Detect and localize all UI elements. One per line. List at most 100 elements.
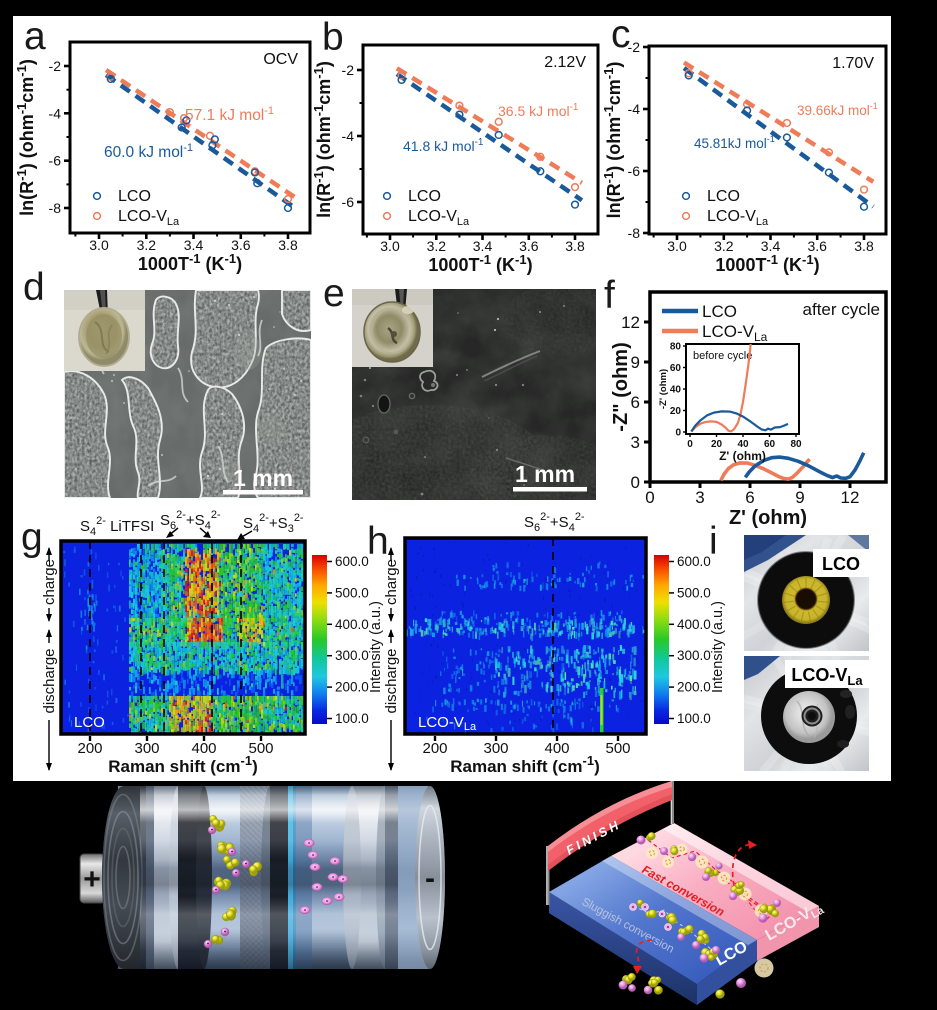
svg-text:3.2: 3.2 xyxy=(427,238,447,254)
svg-text:LCO-VLa: LCO-VLa xyxy=(702,322,768,344)
svg-text:LCO-VLa: LCO-VLa xyxy=(408,208,470,228)
svg-text:LCO: LCO xyxy=(74,714,105,731)
svg-text:1000T-1 (K-1): 1000T-1 (K-1) xyxy=(428,252,532,275)
svg-text:2.12V: 2.12V xyxy=(544,54,586,71)
svg-text:39.66kJ mol-1: 39.66kJ mol-1 xyxy=(797,101,878,118)
svg-text:LCO: LCO xyxy=(702,302,737,321)
svg-text:0: 0 xyxy=(675,428,681,439)
svg-text:Intensity (a.u.): Intensity (a.u.) xyxy=(710,601,726,693)
svg-text:-2: -2 xyxy=(628,39,641,55)
svg-text:LCO: LCO xyxy=(408,188,441,205)
svg-text:charge: charge xyxy=(383,559,400,605)
svg-text:-6: -6 xyxy=(49,153,62,169)
svg-text:600.0: 600.0 xyxy=(677,554,711,569)
svg-text:-8: -8 xyxy=(49,200,62,216)
svg-text:f: f xyxy=(604,274,615,317)
svg-text:500.0: 500.0 xyxy=(677,585,711,600)
svg-text:40: 40 xyxy=(737,439,749,450)
svg-text:9: 9 xyxy=(631,353,640,372)
svg-text:3: 3 xyxy=(631,433,640,452)
svg-text:3.6: 3.6 xyxy=(231,237,251,253)
svg-text:3.6: 3.6 xyxy=(807,238,827,254)
svg-text:600.0: 600.0 xyxy=(335,554,369,569)
svg-text:Z' (ohm): Z' (ohm) xyxy=(719,449,766,463)
svg-text:300: 300 xyxy=(134,740,159,757)
svg-text:36.5 kJ mol-1: 36.5 kJ mol-1 xyxy=(498,102,579,119)
svg-text:20: 20 xyxy=(711,439,723,450)
svg-text:-4: -4 xyxy=(49,105,62,121)
svg-text:after cycle: after cycle xyxy=(803,300,880,319)
svg-text:Z' (ohm): Z' (ohm) xyxy=(729,507,807,529)
svg-text:12: 12 xyxy=(621,313,640,332)
svg-text:100.0: 100.0 xyxy=(677,711,711,726)
svg-text:6: 6 xyxy=(745,488,754,507)
svg-text:Raman shift (cm-1): Raman shift (cm-1) xyxy=(108,753,257,776)
svg-text:LCO-VLa: LCO-VLa xyxy=(791,665,863,688)
svg-text:0: 0 xyxy=(645,488,654,507)
svg-text:1 mm: 1 mm xyxy=(233,465,293,491)
svg-text:c: c xyxy=(611,13,631,56)
svg-text:-Z" (ohm): -Z" (ohm) xyxy=(610,342,632,431)
svg-text:-4: -4 xyxy=(628,101,641,117)
svg-text:ln(R-1) (ohm-1cm-1): ln(R-1) (ohm-1cm-1) xyxy=(601,62,624,219)
svg-text:1000T-1 (K-1): 1000T-1 (K-1) xyxy=(138,251,242,274)
svg-text:500.0: 500.0 xyxy=(335,585,369,600)
svg-text:100.0: 100.0 xyxy=(335,711,369,726)
svg-text:300: 300 xyxy=(483,740,508,757)
svg-text:LCO: LCO xyxy=(707,188,740,205)
svg-text:Raman shift (cm-1): Raman shift (cm-1) xyxy=(450,753,599,776)
svg-text:3: 3 xyxy=(695,488,704,507)
svg-text:12: 12 xyxy=(841,488,860,507)
svg-text:300.0: 300.0 xyxy=(335,648,369,663)
svg-text:OCV: OCV xyxy=(263,51,298,68)
svg-text:discharge: discharge xyxy=(383,648,400,713)
svg-text:-8: -8 xyxy=(628,225,641,241)
svg-text:3.8: 3.8 xyxy=(565,238,585,254)
svg-text:Intensity (a.u.): Intensity (a.u.) xyxy=(368,601,384,693)
svg-text:80: 80 xyxy=(790,439,802,450)
svg-text:3.4: 3.4 xyxy=(184,237,204,253)
svg-text:1 mm: 1 mm xyxy=(515,461,575,487)
svg-text:h: h xyxy=(367,520,389,563)
svg-text:3.4: 3.4 xyxy=(761,238,781,254)
svg-text:3.4: 3.4 xyxy=(473,238,493,254)
svg-text:200.0: 200.0 xyxy=(335,680,369,695)
svg-text:200: 200 xyxy=(77,740,102,757)
svg-text:400.0: 400.0 xyxy=(677,617,711,632)
svg-text:60: 60 xyxy=(764,439,776,450)
svg-text:3.0: 3.0 xyxy=(667,238,687,254)
svg-text:g: g xyxy=(21,516,43,559)
svg-text:57.1 kJ mol-1: 57.1 kJ mol-1 xyxy=(185,105,274,124)
svg-text:ln(R-1) (ohm-1cm-1): ln(R-1) (ohm-1cm-1) xyxy=(311,61,334,218)
svg-text:+: + xyxy=(83,863,101,896)
svg-text:60.0 kJ mol-1: 60.0 kJ mol-1 xyxy=(104,142,193,161)
svg-text:41.8 kJ mol-1: 41.8 kJ mol-1 xyxy=(403,137,484,154)
svg-text:0: 0 xyxy=(631,473,640,492)
svg-text:400.0: 400.0 xyxy=(335,617,369,632)
svg-text:45.81kJ mol-1: 45.81kJ mol-1 xyxy=(694,134,775,151)
svg-text:3.2: 3.2 xyxy=(714,238,734,254)
svg-text:-Z' (ohm): -Z' (ohm) xyxy=(658,369,669,409)
svg-text:-6: -6 xyxy=(628,163,641,179)
svg-text:1.70V: 1.70V xyxy=(832,55,874,72)
svg-text:0: 0 xyxy=(687,439,693,450)
svg-text:3.8: 3.8 xyxy=(278,237,298,253)
svg-text:discharge: discharge xyxy=(41,648,58,713)
svg-text:40: 40 xyxy=(670,385,682,396)
svg-text:LCO-VLa: LCO-VLa xyxy=(418,714,477,733)
svg-text:-2: -2 xyxy=(49,58,62,74)
svg-text:d: d xyxy=(23,266,45,309)
svg-text:i: i xyxy=(709,520,718,563)
svg-text:60: 60 xyxy=(670,363,682,374)
svg-text:-2: -2 xyxy=(342,62,355,78)
svg-text:-6: -6 xyxy=(342,194,355,210)
svg-text:LCO: LCO xyxy=(822,554,860,574)
svg-text:a: a xyxy=(24,15,46,58)
svg-text:500: 500 xyxy=(605,740,630,757)
svg-text:1000T-1 (K-1): 1000T-1 (K-1) xyxy=(715,252,819,275)
svg-text:LCO: LCO xyxy=(118,188,151,205)
svg-text:LCO-VLa: LCO-VLa xyxy=(118,208,180,228)
svg-text:3.8: 3.8 xyxy=(854,238,874,254)
svg-text:9: 9 xyxy=(795,488,804,507)
svg-text:20: 20 xyxy=(670,406,682,417)
